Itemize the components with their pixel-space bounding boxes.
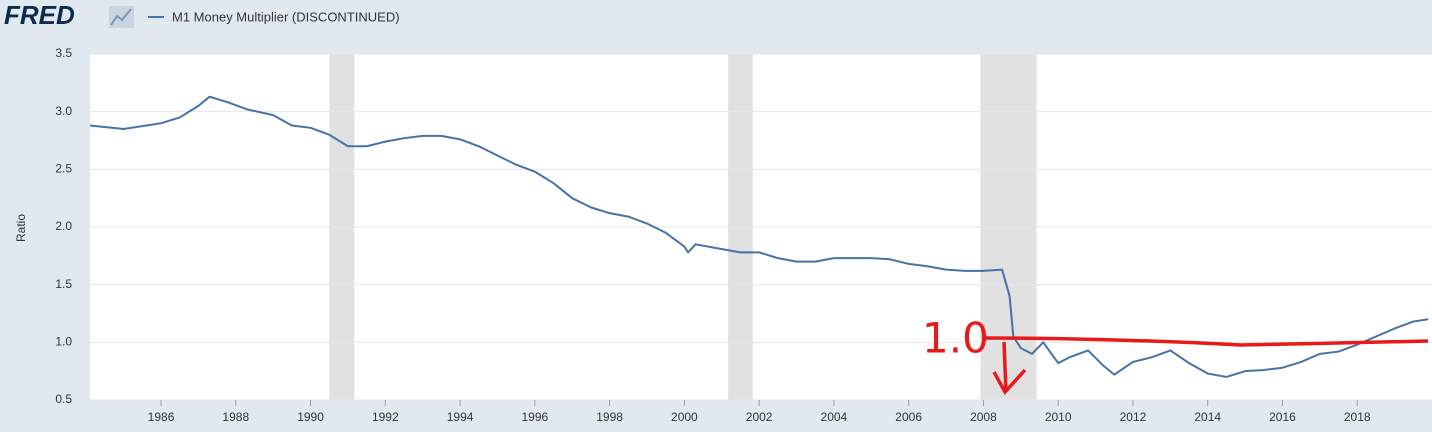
- logo: FRED: [4, 0, 75, 30]
- x-tick-label: 1986: [148, 410, 175, 424]
- y-tick-label: 3.0: [55, 104, 72, 118]
- y-axis-label: Ratio: [14, 214, 28, 242]
- x-tick-label: 2014: [1194, 410, 1221, 424]
- x-tick-label: 1996: [521, 410, 548, 424]
- y-tick-label: 3.5: [55, 46, 72, 60]
- x-tick-label: 1990: [297, 410, 324, 424]
- x-tick-label: 2010: [1045, 410, 1072, 424]
- x-tick-label: 2016: [1269, 410, 1296, 424]
- y-tick-label: 2.5: [55, 162, 72, 176]
- logo-icon: [109, 6, 134, 28]
- y-tick-label: 1.5: [55, 277, 72, 291]
- legend-label: M1 Money Multiplier (DISCONTINUED): [172, 9, 400, 24]
- annotation-arrow: [992, 341, 1027, 395]
- x-tick-label: 2004: [821, 410, 848, 424]
- x-tick-label: 1992: [372, 410, 399, 424]
- x-tick-label: 2002: [746, 410, 773, 424]
- annotation-line: [981, 336, 1429, 347]
- x-tick-label: 2008: [970, 410, 997, 424]
- data-line: [89, 95, 1429, 378]
- x-tick-label: 1988: [222, 410, 249, 424]
- x-tick-label: 2006: [895, 410, 922, 424]
- x-tick-label: 2018: [1344, 410, 1371, 424]
- y-tick-label: 1.0: [55, 335, 72, 349]
- x-tick-label: 2012: [1120, 410, 1147, 424]
- annotation: 1.0: [922, 314, 1429, 395]
- y-tick-label: 2.0: [55, 219, 72, 233]
- x-tick-label: 2000: [671, 410, 698, 424]
- y-tick-label: 0.5: [55, 392, 72, 406]
- x-tick-label: 1998: [596, 410, 623, 424]
- x-tick-label: 1994: [447, 410, 474, 424]
- annotation-text: 1.0: [922, 314, 989, 363]
